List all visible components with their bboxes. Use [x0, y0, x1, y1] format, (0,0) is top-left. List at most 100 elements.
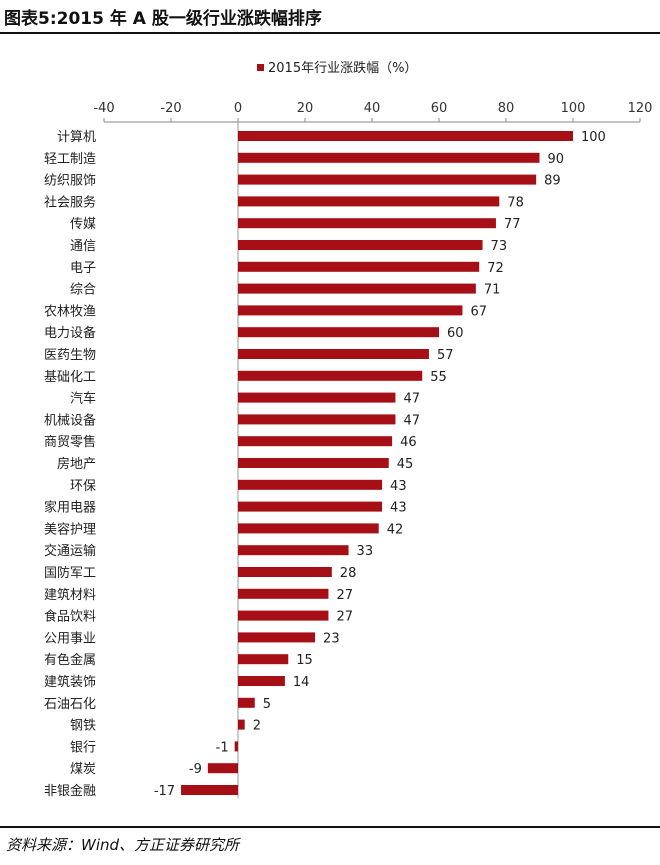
- category-label: 建筑装饰: [44, 674, 96, 690]
- bar: [238, 654, 289, 665]
- category-label: 通信: [70, 239, 96, 254]
- x-tick-label: 80: [498, 101, 515, 116]
- bar: [238, 414, 396, 425]
- category-label: 传媒: [70, 217, 96, 232]
- bar: [238, 370, 423, 381]
- category-label: 非银金融: [44, 783, 96, 799]
- category-label: 石油石化: [44, 697, 96, 712]
- bar: [238, 305, 463, 316]
- category-label: 银行: [70, 740, 96, 755]
- bar: [238, 676, 285, 686]
- legend-swatch: [257, 64, 264, 71]
- category-label: 电力设备: [44, 325, 96, 341]
- page-title: 图表5:2015 年 A 股一级行业涨跌幅排序: [4, 9, 322, 29]
- data-label: 27: [336, 610, 353, 625]
- category-label: 纺织服饰: [44, 174, 96, 189]
- bar: [238, 196, 500, 207]
- data-label: 60: [447, 326, 464, 341]
- bar: [238, 349, 429, 359]
- bar: [238, 392, 396, 403]
- category-label: 轻工制造: [44, 152, 96, 167]
- category-label: 医药生物: [44, 348, 96, 363]
- bar: [238, 523, 379, 534]
- bar: [238, 588, 329, 599]
- bar: [238, 479, 383, 490]
- bar: [238, 632, 316, 643]
- data-label: -9: [189, 762, 202, 777]
- source-note: 资料来源：Wind、方正证券研究所: [6, 836, 240, 854]
- category-label: 公用事业: [44, 631, 96, 646]
- data-label: 46: [400, 435, 417, 450]
- data-label: 43: [390, 479, 407, 494]
- data-label: 89: [544, 174, 561, 189]
- bar: [238, 152, 540, 163]
- category-label: 农林牧渔: [44, 304, 96, 319]
- bar: [181, 785, 238, 795]
- data-label: 55: [430, 370, 447, 385]
- category-label: 钢铁: [70, 719, 96, 734]
- data-label: 71: [484, 283, 501, 298]
- category-label: 商贸零售: [44, 434, 96, 450]
- data-label: 67: [470, 304, 487, 319]
- data-label: -17: [154, 784, 175, 799]
- bar: [238, 174, 537, 185]
- category-label: 计算机: [57, 130, 96, 145]
- category-label: 美容护理: [44, 521, 96, 537]
- category-label: 有色金属: [44, 652, 96, 668]
- x-tick-label: 20: [297, 101, 314, 116]
- data-label: 47: [403, 413, 420, 428]
- data-label: 90: [548, 152, 565, 167]
- category-label: 社会服务: [44, 194, 96, 210]
- category-label: 食品饮料: [44, 609, 96, 625]
- bar: [207, 763, 238, 774]
- bar: [238, 501, 383, 512]
- data-label: 33: [357, 544, 374, 559]
- x-tick-label: -20: [160, 101, 181, 116]
- category-label: 国防军工: [44, 565, 96, 581]
- bar: [238, 719, 245, 730]
- category-label: 机械设备: [44, 412, 96, 428]
- category-label: 交通运输: [44, 543, 96, 559]
- category-label: 电子: [70, 261, 96, 276]
- category-label: 家用电器: [44, 500, 96, 516]
- data-label: 43: [390, 501, 407, 516]
- data-label: 42: [387, 522, 404, 537]
- category-label: 汽车: [70, 391, 96, 407]
- data-label: 45: [397, 457, 414, 472]
- bar: [238, 283, 476, 294]
- title-divider: [0, 32, 660, 34]
- data-label: 78: [507, 195, 524, 210]
- category-label: 环保: [70, 479, 96, 494]
- x-tick-label: -40: [93, 101, 114, 116]
- bar: [238, 327, 439, 338]
- data-label: 73: [491, 239, 508, 254]
- x-tick-label: 60: [431, 101, 448, 116]
- data-label: 27: [336, 588, 353, 603]
- data-label: 28: [340, 566, 357, 581]
- x-tick-label: 0: [234, 101, 242, 116]
- data-label: 5: [263, 697, 271, 712]
- category-label: 综合: [70, 283, 96, 298]
- bar: [238, 567, 332, 577]
- data-label: 77: [504, 217, 521, 232]
- category-label: 基础化工: [44, 370, 96, 385]
- bar: [238, 218, 496, 229]
- bar-chart: 2015年行业涨跌幅（%） -40 -20 0 20 40 60 80 100 120 计算机 100…: [44, 60, 652, 799]
- bar: [238, 131, 573, 141]
- data-label: 15: [296, 653, 313, 668]
- bar: [238, 436, 393, 447]
- data-label: -1: [216, 740, 229, 755]
- data-label: 14: [293, 675, 310, 690]
- bar: [238, 697, 255, 708]
- bar: [238, 545, 349, 556]
- category-label: 煤炭: [70, 762, 96, 777]
- category-label: 房地产: [57, 456, 96, 472]
- x-tick-label: 100: [561, 101, 586, 116]
- bar: [238, 240, 483, 250]
- data-label: 47: [403, 392, 420, 407]
- footer-divider: [0, 826, 660, 828]
- data-label: 100: [581, 130, 606, 145]
- category-label: 建筑材料: [44, 587, 96, 603]
- data-label: 72: [487, 261, 504, 276]
- bar: [234, 741, 238, 752]
